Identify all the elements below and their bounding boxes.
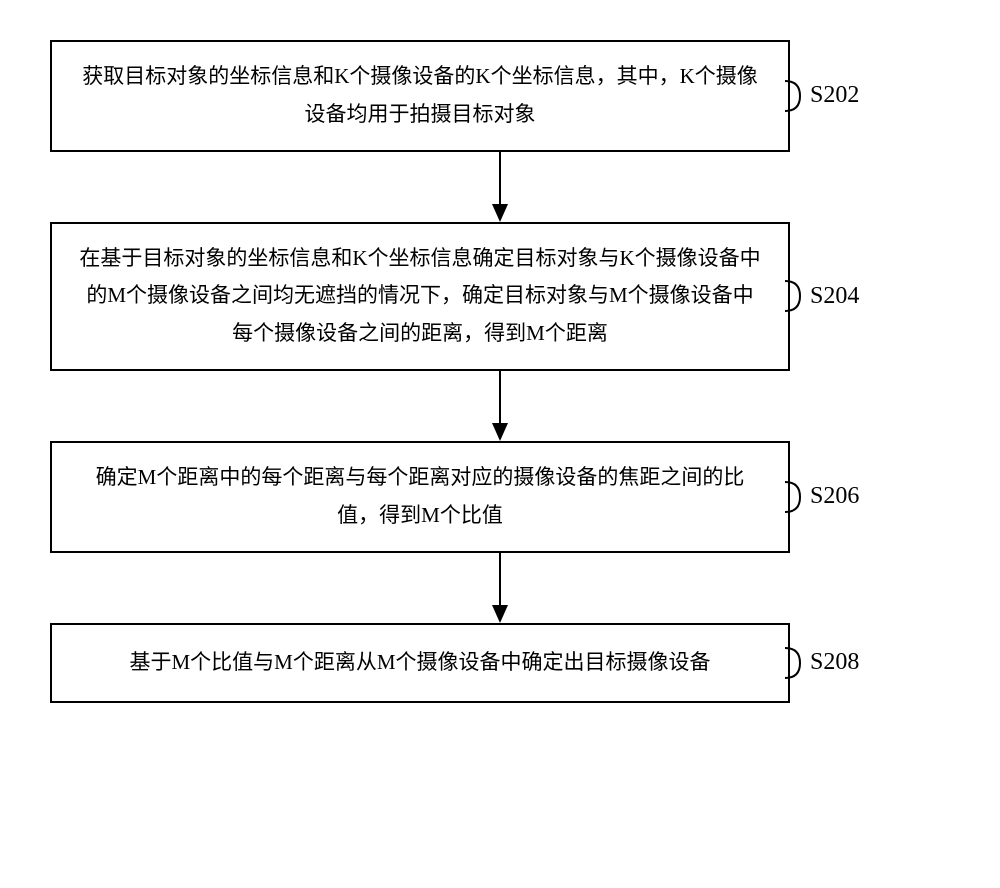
step-box-3: 确定M个距离中的每个距离与每个距离对应的摄像设备的焦距之间的比值，得到M个比值: [50, 441, 790, 553]
curve-connector-icon: [785, 66, 815, 126]
step-text-4: 基于M个比值与M个距离从M个摄像设备中确定出目标摄像设备: [129, 644, 710, 682]
step-text-1: 获取目标对象的坐标信息和K个摄像设备的K个坐标信息，其中，K个摄像设备均用于拍摄…: [76, 58, 764, 134]
step-text-2: 在基于目标对象的坐标信息和K个坐标信息确定目标对象与K个摄像设备中的M个摄像设备…: [76, 240, 764, 353]
step-row-2: 在基于目标对象的坐标信息和K个坐标信息确定目标对象与K个摄像设备中的M个摄像设备…: [50, 222, 950, 371]
step-row-4: 基于M个比值与M个距离从M个摄像设备中确定出目标摄像设备 S208: [50, 623, 950, 703]
down-arrow-icon: [485, 553, 515, 623]
step-label-1: S202: [810, 82, 859, 109]
curve-connector-icon: [785, 467, 815, 527]
arrow-1: [130, 152, 870, 222]
connector-cell-2: S204: [790, 283, 910, 310]
down-arrow-icon: [485, 371, 515, 441]
curve-connector-icon: [785, 633, 815, 693]
step-box-4: 基于M个比值与M个距离从M个摄像设备中确定出目标摄像设备: [50, 623, 790, 703]
connector-cell-3: S206: [790, 483, 910, 510]
down-arrow-icon: [485, 152, 515, 222]
connector-cell-4: S208: [790, 649, 910, 676]
step-text-3: 确定M个距离中的每个距离与每个距离对应的摄像设备的焦距之间的比值，得到M个比值: [76, 459, 764, 535]
step-label-3: S206: [810, 483, 859, 510]
step-box-1: 获取目标对象的坐标信息和K个摄像设备的K个坐标信息，其中，K个摄像设备均用于拍摄…: [50, 40, 790, 152]
step-row-3: 确定M个距离中的每个距离与每个距离对应的摄像设备的焦距之间的比值，得到M个比值 …: [50, 441, 950, 553]
connector-cell-1: S202: [790, 82, 910, 109]
step-row-1: 获取目标对象的坐标信息和K个摄像设备的K个坐标信息，其中，K个摄像设备均用于拍摄…: [50, 40, 950, 152]
arrow-2: [130, 371, 870, 441]
step-box-2: 在基于目标对象的坐标信息和K个坐标信息确定目标对象与K个摄像设备中的M个摄像设备…: [50, 222, 790, 371]
curve-connector-icon: [785, 266, 815, 326]
step-label-4: S208: [810, 649, 859, 676]
step-label-2: S204: [810, 283, 859, 310]
arrow-3: [130, 553, 870, 623]
flowchart-container: 获取目标对象的坐标信息和K个摄像设备的K个坐标信息，其中，K个摄像设备均用于拍摄…: [50, 40, 950, 703]
